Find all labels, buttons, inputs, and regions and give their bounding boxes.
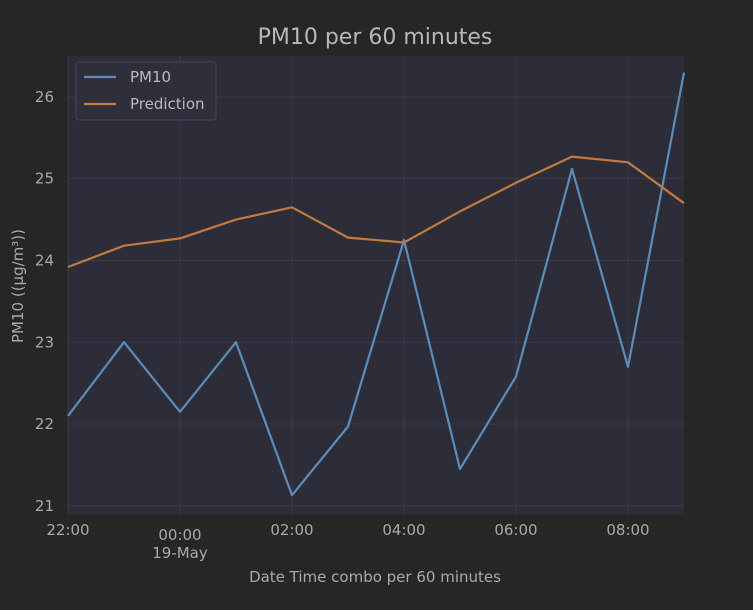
y-tick-label: 23	[35, 333, 54, 351]
x-tick-label: 06:00	[494, 521, 537, 539]
plot-area	[68, 56, 684, 514]
legend-label: PM10	[130, 68, 171, 86]
x-tick-label: 02:00	[270, 521, 313, 539]
x-axis-label: Date Time combo per 60 minutes	[249, 568, 501, 586]
x-tick-label: 04:00	[382, 521, 425, 539]
y-tick-label: 21	[35, 497, 54, 515]
x-tick-sublabel: 19-May	[152, 544, 208, 562]
series-line-prediction	[67, 155, 685, 269]
y-tick-label: 25	[35, 170, 54, 188]
x-tick-label: 22:00	[46, 521, 89, 539]
x-tick-label: 00:00	[158, 526, 201, 544]
series-line-pm10	[67, 72, 686, 497]
legend-label: Prediction	[130, 95, 205, 113]
chart-title: PM10 per 60 minutes	[258, 25, 493, 50]
y-tick-label: 22	[35, 415, 54, 433]
y-axis-label: PM10 ((µg/m³))	[9, 229, 27, 343]
y-tick-label: 26	[35, 88, 54, 106]
x-tick-label: 08:00	[606, 521, 649, 539]
y-tick-label: 24	[35, 251, 54, 269]
